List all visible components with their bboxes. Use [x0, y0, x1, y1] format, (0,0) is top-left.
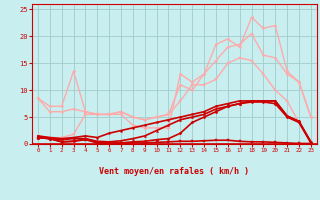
X-axis label: Vent moyen/en rafales ( km/h ): Vent moyen/en rafales ( km/h ): [100, 167, 249, 176]
